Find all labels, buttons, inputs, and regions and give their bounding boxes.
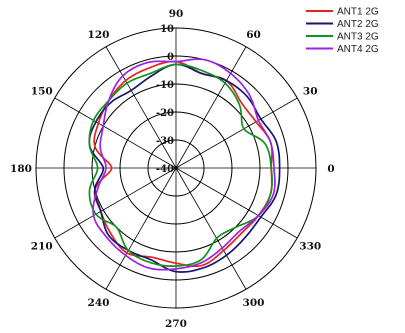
series-line-4	[92, 58, 276, 271]
grid-spoke	[105, 167, 177, 290]
angle-tick-label: 240	[88, 297, 110, 309]
legend-label: ANT4 2G	[337, 44, 379, 55]
angle-tick-label: 0	[327, 163, 334, 175]
radial-tick-label: 10	[160, 24, 174, 35]
polar-grid	[35, 27, 317, 309]
radial-tick-label: -30	[156, 136, 174, 147]
grid-spoke	[175, 167, 247, 290]
angle-tick-label: 60	[246, 29, 261, 41]
grid-spoke	[105, 46, 177, 169]
series-line-3	[88, 63, 273, 267]
radial-tick-label: -40	[156, 164, 174, 175]
radial-tick-label: 0	[167, 52, 174, 63]
angle-tick-label: 210	[31, 241, 53, 253]
grid-spoke	[54, 167, 177, 239]
angle-tick-label: 270	[165, 318, 187, 330]
angle-tick-label: 180	[10, 163, 32, 175]
radial-tick-labels: 10 0 -10 -20 -30 -40	[156, 24, 174, 175]
radial-tick-label: -10	[156, 80, 174, 91]
radial-tick-label: -20	[156, 108, 174, 119]
grid-spoke	[54, 97, 177, 169]
grid-spoke	[175, 167, 298, 239]
angle-tick-label: 300	[243, 297, 265, 309]
series-line-2	[88, 63, 281, 273]
grid-spoke	[175, 46, 247, 169]
angle-tick-labels: 0 30 60 90 120 150 180 210 240 270 300 330	[10, 8, 335, 330]
angle-tick-label: 150	[31, 86, 53, 98]
legend-label: ANT1 2G	[337, 7, 379, 18]
traces	[88, 58, 281, 273]
legend-label: ANT3 2G	[337, 32, 379, 43]
grid-spoke	[175, 97, 298, 169]
angle-tick-label: 30	[303, 86, 318, 98]
angle-tick-label: 120	[88, 29, 110, 41]
angle-tick-label: 90	[169, 8, 184, 20]
angle-tick-label: 330	[299, 241, 321, 253]
legend-label: ANT2 2G	[337, 19, 379, 30]
